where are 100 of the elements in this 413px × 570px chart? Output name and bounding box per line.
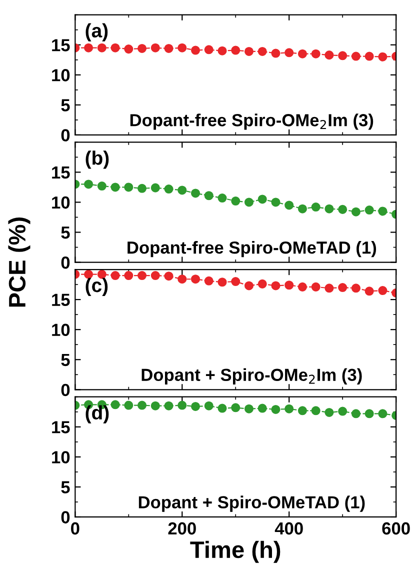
point xyxy=(110,43,120,52)
point xyxy=(364,206,374,215)
point xyxy=(378,206,388,216)
point xyxy=(190,402,200,411)
point xyxy=(244,198,254,207)
point xyxy=(311,202,320,212)
point xyxy=(110,182,120,192)
point xyxy=(84,43,94,52)
point xyxy=(324,204,334,214)
annotation: (d) xyxy=(86,405,109,424)
x-axis-title: Time (h) xyxy=(190,540,280,563)
point xyxy=(190,46,200,55)
y-tick-label: 10 xyxy=(52,324,70,336)
point xyxy=(124,271,134,280)
point xyxy=(231,46,240,55)
point xyxy=(364,286,374,296)
x-tick-label: 0 xyxy=(71,522,80,535)
y-tick-label: 15 xyxy=(52,166,70,179)
point xyxy=(190,274,200,284)
point xyxy=(204,401,214,410)
point xyxy=(178,274,187,284)
point xyxy=(378,286,388,296)
point xyxy=(178,186,187,195)
point xyxy=(271,281,280,290)
point xyxy=(244,404,254,414)
point xyxy=(351,52,360,61)
point xyxy=(271,198,280,207)
point xyxy=(231,403,240,412)
point xyxy=(338,283,348,292)
y-tick-label: 0 xyxy=(61,511,70,524)
point xyxy=(311,282,320,292)
y-tick-label: 5 xyxy=(61,481,70,494)
annotation: Dopant-free Spiro-OMeTAD (1) xyxy=(128,240,376,258)
point xyxy=(298,49,307,58)
point xyxy=(178,43,187,52)
point xyxy=(150,271,160,280)
y-tick-label: 10 xyxy=(52,451,70,464)
point xyxy=(258,194,267,204)
point xyxy=(110,400,120,410)
point xyxy=(271,48,280,58)
annotation: Dopant + Spiro-OMe$_{2}$Im (3) xyxy=(142,368,362,384)
y-tick-label: 15 xyxy=(52,294,70,306)
point xyxy=(378,52,388,62)
point xyxy=(231,277,240,286)
y-tick-label: 0 xyxy=(61,256,70,269)
point xyxy=(298,204,307,214)
point xyxy=(351,409,360,418)
x-tick-label: 600 xyxy=(382,522,410,535)
point xyxy=(244,281,254,290)
annotation: (b) xyxy=(86,150,109,169)
point xyxy=(324,50,334,60)
point xyxy=(298,282,307,292)
point xyxy=(204,45,214,54)
y-tick-label: 10 xyxy=(52,196,70,209)
point xyxy=(324,408,334,417)
point xyxy=(258,279,267,288)
point xyxy=(150,43,160,52)
point xyxy=(351,207,360,216)
x-tick-label: 200 xyxy=(168,522,196,535)
point xyxy=(138,271,147,280)
point xyxy=(284,280,294,290)
point xyxy=(218,404,227,413)
x-tick-label: 400 xyxy=(274,522,303,535)
point xyxy=(258,46,267,56)
point xyxy=(351,284,360,293)
y-tick-label: 10 xyxy=(52,69,70,82)
y-tick-label: 5 xyxy=(61,226,70,239)
point xyxy=(338,406,348,416)
point xyxy=(244,46,254,56)
point xyxy=(124,44,134,54)
point xyxy=(97,43,106,52)
y-tick-label: 0 xyxy=(61,129,70,142)
point xyxy=(164,401,174,410)
point xyxy=(338,51,348,60)
point xyxy=(284,48,294,58)
point xyxy=(110,271,120,280)
point xyxy=(271,404,280,414)
point xyxy=(218,46,227,56)
point xyxy=(364,52,374,61)
point xyxy=(164,44,174,53)
point xyxy=(258,404,267,413)
point xyxy=(324,284,334,293)
point xyxy=(204,276,214,286)
point xyxy=(97,182,106,191)
y-tick-label: 15 xyxy=(52,39,70,52)
point xyxy=(231,196,240,206)
annotation: Dopant + Spiro-OMeTAD (1) xyxy=(138,496,365,512)
annotation: (c) xyxy=(86,278,108,296)
point xyxy=(138,400,147,410)
point xyxy=(190,188,200,198)
point xyxy=(311,406,320,416)
point xyxy=(84,180,94,189)
y-tick-label: 5 xyxy=(61,354,70,366)
y-axis-title: PCE (%) xyxy=(8,218,30,307)
point xyxy=(150,401,160,410)
point xyxy=(138,184,147,193)
point xyxy=(364,409,374,418)
annotation: (a) xyxy=(86,23,108,42)
y-tick-label: 15 xyxy=(52,421,70,434)
point xyxy=(218,194,227,203)
